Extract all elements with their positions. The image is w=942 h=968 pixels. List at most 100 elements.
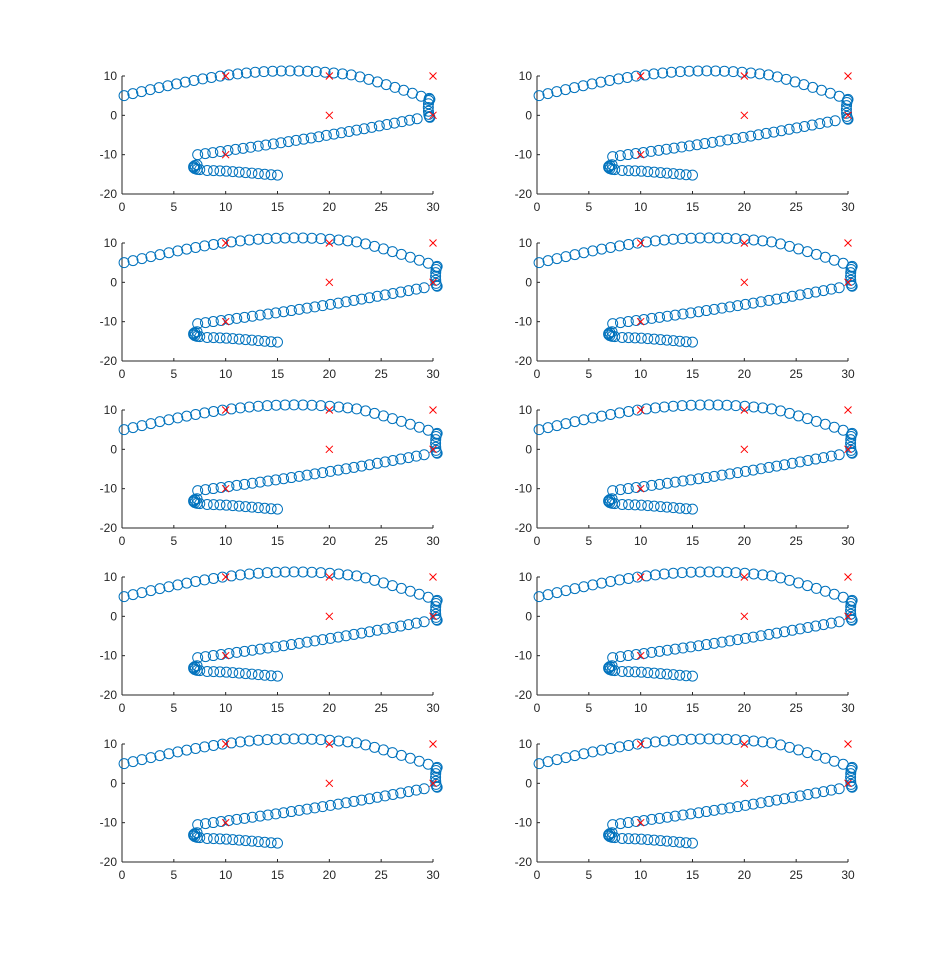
circle-marker — [418, 449, 430, 461]
circle-marker — [778, 292, 790, 304]
cross-marker — [740, 612, 749, 621]
circle-marker — [381, 119, 393, 131]
circle-marker — [646, 312, 658, 324]
x-tick-label: 10 — [219, 701, 233, 715]
circle-marker — [360, 405, 372, 417]
y-tick-label: 10 — [519, 403, 533, 417]
circle-marker — [646, 479, 658, 491]
circle-marker — [214, 499, 226, 511]
circle-marker — [714, 135, 726, 147]
circle-marker — [645, 145, 657, 157]
circle-marker — [231, 813, 243, 825]
circle-marker — [631, 738, 643, 750]
circle-marker — [259, 836, 271, 848]
circle-marker — [631, 404, 643, 416]
circle-marker — [333, 735, 345, 747]
circle-marker — [648, 667, 660, 679]
circle-marker — [351, 236, 363, 248]
x-tick-label: 0 — [119, 200, 126, 214]
circle-marker — [605, 575, 617, 587]
subplot-8: 0 5 10 15 20 25 30 -20 -10 0 10 — [515, 566, 858, 715]
circle-marker — [685, 733, 697, 745]
circle-marker — [708, 303, 720, 315]
circle-marker — [655, 334, 667, 346]
cross-marker — [740, 445, 749, 454]
circle-marker — [275, 65, 287, 77]
circle-marker — [379, 456, 391, 468]
circle-marker — [262, 308, 274, 320]
circle-marker — [220, 833, 232, 845]
circle-marker — [635, 833, 647, 845]
circle-marker — [288, 232, 300, 244]
x-tick-label: 10 — [634, 534, 648, 548]
circle-marker — [629, 499, 641, 511]
cross-marker — [740, 72, 749, 80]
x-tick-label: 15 — [686, 200, 700, 214]
y-tick-label: -10 — [100, 482, 118, 496]
circle-marker — [542, 255, 554, 267]
y-tick-label: 0 — [525, 442, 532, 456]
circle-marker — [706, 136, 718, 148]
circle-marker — [614, 150, 626, 162]
circle-marker — [430, 601, 442, 613]
x-tick-label: 5 — [170, 868, 177, 882]
circle-marker — [712, 733, 724, 745]
circle-marker — [127, 756, 139, 768]
circle-marker — [755, 797, 767, 809]
circle-marker — [430, 434, 442, 446]
circle-marker — [609, 498, 621, 510]
circle-marker — [676, 567, 688, 579]
circle-marker — [192, 149, 204, 161]
circle-marker — [234, 402, 246, 414]
circle-marker — [403, 786, 415, 798]
circle-marker — [722, 134, 734, 146]
circle-marker — [810, 453, 822, 465]
cross-marker — [325, 779, 334, 788]
circle-marker — [732, 467, 744, 479]
x-tick-label: 0 — [534, 367, 541, 381]
circle-marker — [239, 812, 251, 824]
x-tick-label: 0 — [119, 701, 126, 715]
cross-marker — [325, 72, 334, 80]
circle-marker — [605, 241, 617, 253]
y-tick-label: 10 — [104, 570, 118, 584]
circle-marker — [660, 143, 672, 155]
circle-marker — [841, 113, 853, 125]
circle-marker — [631, 237, 643, 249]
circle-marker — [118, 424, 130, 436]
circle-marker — [806, 119, 818, 131]
circle-marker — [693, 306, 705, 318]
circle-marker — [687, 503, 698, 515]
circle-marker — [252, 168, 264, 180]
cross-marker — [844, 740, 852, 748]
circle-marker — [246, 644, 258, 656]
circle-marker — [363, 459, 375, 471]
circle-marker — [818, 452, 830, 464]
cross-marker — [844, 445, 852, 454]
circle-marker — [418, 616, 430, 628]
circle-marker — [551, 587, 563, 599]
cross-marker — [844, 406, 852, 414]
circle-marker — [596, 243, 608, 255]
circle-marker — [694, 399, 706, 411]
circle-marker — [324, 799, 336, 811]
circle-marker — [629, 833, 641, 845]
circle-marker — [802, 788, 814, 800]
circle-marker — [215, 482, 227, 494]
x-tick-label: 0 — [534, 534, 541, 548]
circle-marker — [542, 589, 554, 601]
circle-marker — [170, 78, 182, 90]
circle-marker — [748, 568, 760, 580]
circle-marker — [739, 632, 751, 644]
circle-marker — [587, 412, 599, 424]
circle-marker — [771, 794, 783, 806]
circle-marker — [635, 165, 647, 177]
circle-marker — [616, 665, 628, 677]
circle-marker — [252, 502, 264, 514]
circle-marker — [721, 733, 733, 745]
circle-marker — [676, 734, 688, 746]
circle-marker — [179, 76, 191, 88]
circle-marker — [227, 333, 239, 345]
circle-marker — [220, 332, 232, 344]
circle-marker — [388, 117, 400, 129]
